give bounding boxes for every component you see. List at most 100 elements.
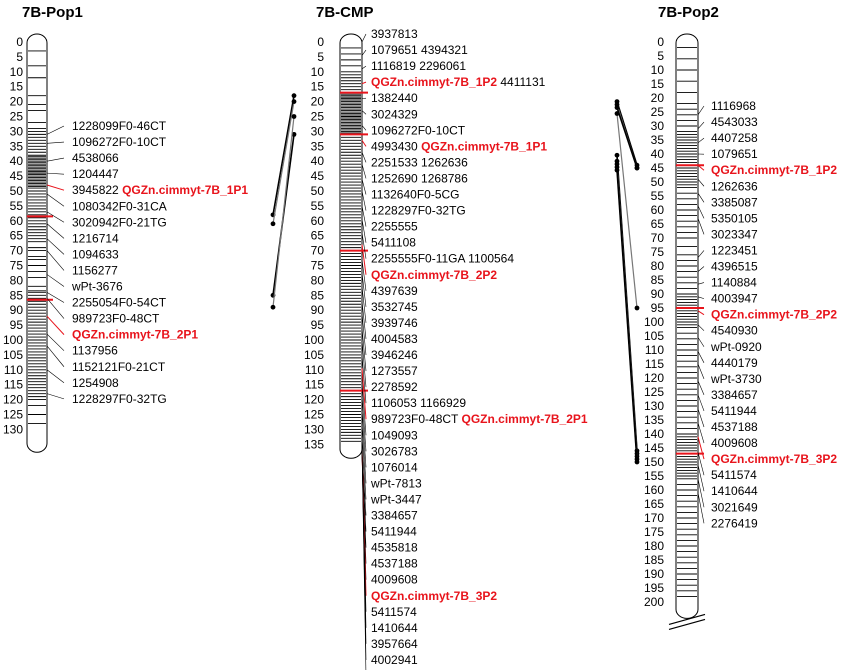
axis-tick-label: 165: [644, 497, 664, 511]
marker-label: 4540930: [711, 324, 758, 338]
label-leader-line: [697, 394, 705, 412]
axis-tick-label: 100: [3, 333, 23, 347]
axis-tick-label: 110: [305, 363, 324, 377]
marker-label: 3945822: [72, 183, 122, 197]
axis-tick-label: 135: [304, 437, 324, 451]
axis-tick-label: 30: [651, 119, 665, 133]
axis-tick-label: 35: [10, 139, 24, 153]
axis-tick-label: 10: [651, 63, 665, 77]
axis-tick-label: 25: [311, 110, 325, 124]
marker-label: 989723F0-48CT QGZn.cimmyt-7B_2P1: [371, 412, 588, 426]
label-leader-line: [361, 140, 367, 147]
connector-line: [272, 101, 295, 224]
qtl-label: QGZn.cimmyt-7B_1P1: [421, 139, 547, 153]
axis-tick-label: 100: [304, 333, 324, 347]
label-leader-line: [697, 478, 705, 508]
marker-label: 1410644: [711, 484, 758, 498]
axis-tick-label: 95: [10, 318, 24, 332]
axis-tick-label: 145: [644, 441, 664, 455]
marker-label: 1079651 4394321: [371, 43, 468, 57]
label-leader-line: [697, 408, 705, 428]
label-leader-line: [46, 250, 65, 271]
axis-tick-label: 45: [651, 161, 665, 175]
marker-label: 1254908: [72, 376, 119, 390]
marker-label: 2251533 1262636: [371, 155, 468, 169]
axis-tick-label: 90: [311, 303, 325, 317]
marker-label: 5411574: [711, 468, 757, 482]
map-title-pop2: 7B-Pop2: [658, 4, 719, 21]
axis-tick-label: 10: [311, 65, 325, 79]
marker-label: 3532745: [371, 300, 418, 314]
connector-endpoint: [291, 99, 297, 104]
label-leader-line: [697, 337, 705, 347]
marker-label: 1223451: [711, 243, 758, 257]
connector-line: [272, 116, 295, 308]
chromosome-pop1: 0510152025303540455055606570758085909510…: [3, 33, 248, 453]
label-leader-line: [361, 368, 367, 420]
axis-tick-label: 115: [4, 378, 23, 392]
label-leader-line: [46, 298, 65, 319]
marker-label: 4993430 QGZn.cimmyt-7B_1P1: [371, 139, 547, 153]
marker-label: 4003947: [711, 292, 758, 306]
axis-tick-label: 45: [10, 169, 24, 183]
label-leader-line: [697, 137, 705, 144]
axis-tick-label: 85: [311, 288, 325, 302]
marker-label: 5411944: [711, 404, 757, 418]
connector-endpoint: [291, 114, 297, 119]
axis-tick-label: 15: [311, 80, 325, 94]
label-leader-line: [46, 369, 65, 384]
label-leader-line: [697, 310, 705, 316]
axis-tick-label: 110: [645, 343, 664, 357]
chromosome-body: [675, 33, 699, 619]
marker-label: 1216714: [72, 231, 119, 245]
label-leader-line: [361, 272, 367, 307]
marker-label: 989723F0-48CT: [72, 312, 160, 326]
marker-label: wPt-3447: [370, 492, 422, 506]
axis-tick-label: 90: [651, 287, 665, 301]
marker-label: 1382440: [371, 91, 418, 105]
axis-tick-label: 115: [305, 378, 324, 392]
label-leader-line: [361, 219, 367, 243]
axis-tick-label: 105: [3, 348, 23, 362]
label-leader-line: [361, 286, 367, 323]
marker-label: wPt-0920: [710, 340, 762, 354]
marker-label: wPt-7813: [370, 476, 422, 490]
axis-tick-label: 55: [311, 199, 325, 213]
axis-tick-label: 70: [10, 244, 24, 258]
label-leader-line: [361, 313, 367, 356]
marker-label: 1140884: [711, 276, 757, 290]
marker-label: 4004583: [371, 332, 418, 346]
axis-tick-label: 20: [311, 95, 325, 109]
axis-tick-label: 20: [651, 91, 665, 105]
marker-label: 3385087: [711, 195, 758, 209]
label-leader-line: [697, 464, 705, 492]
marker-label: 4411131: [497, 75, 546, 89]
label-leader-line: [46, 157, 65, 162]
marker-label: 4535818: [371, 541, 418, 555]
axis-tick-label: 185: [644, 553, 664, 567]
label-leader-line: [361, 190, 367, 211]
label-leader-line: [361, 339, 367, 388]
label-leader-line: [46, 345, 65, 367]
label-leader-line: [697, 250, 705, 258]
axis-tick-label: 160: [644, 483, 664, 497]
label-leader-line: [46, 223, 65, 239]
axis-tick-label: 95: [651, 301, 665, 315]
qtl-label: QGZn.cimmyt-7B_3P2: [711, 452, 837, 466]
axis-tick-label: 80: [311, 273, 325, 287]
chromosome-cmp: 0510152025303540455055606570758085909510…: [304, 27, 588, 670]
marker-label: 1262636: [711, 179, 758, 193]
marker-label: 4009608: [711, 436, 758, 450]
marker-label: 3021649: [711, 500, 758, 514]
axis-tick-label: 195: [644, 581, 664, 595]
marker-label: 1410644: [371, 621, 418, 635]
marker-label: QGZn.cimmyt-7B_1P2 4411131: [371, 75, 546, 89]
qtl-label: QGZn.cimmyt-7B_2P1: [72, 328, 198, 342]
marker-label: 1204447: [72, 167, 119, 181]
marker-label: 3026783: [371, 444, 418, 458]
axis-tick-label: 30: [10, 124, 24, 138]
marker-label: 1116968: [711, 99, 756, 113]
axis-tick-label: 125: [304, 408, 324, 422]
marker-label: 4396515: [711, 260, 758, 274]
